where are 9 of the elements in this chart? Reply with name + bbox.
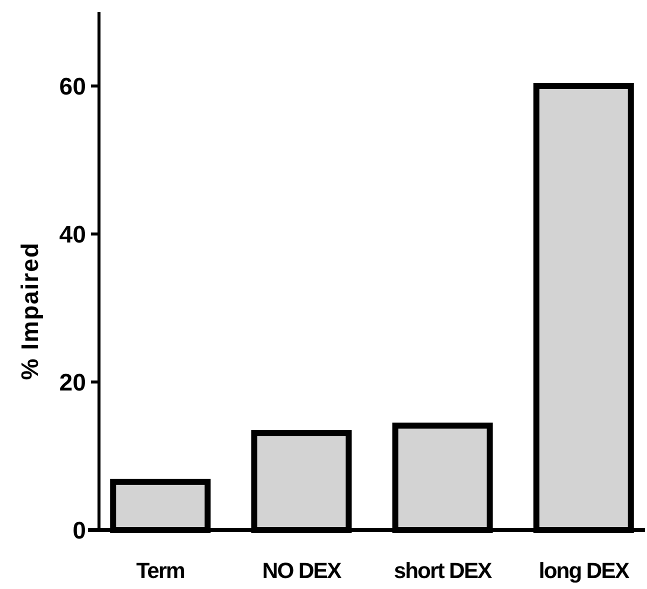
- y-tick-label: 20: [59, 369, 86, 396]
- x-tick-label: short DEX: [394, 558, 493, 583]
- x-tick-label: NO DEX: [262, 558, 342, 583]
- y-tick-label: 0: [72, 517, 86, 544]
- y-axis-title: % Impaired: [17, 242, 44, 380]
- y-tick-label: 60: [59, 73, 86, 100]
- x-tick-label: Term: [136, 558, 185, 583]
- y-tick-label: 40: [59, 221, 86, 248]
- x-tick-label: long DEX: [538, 558, 630, 583]
